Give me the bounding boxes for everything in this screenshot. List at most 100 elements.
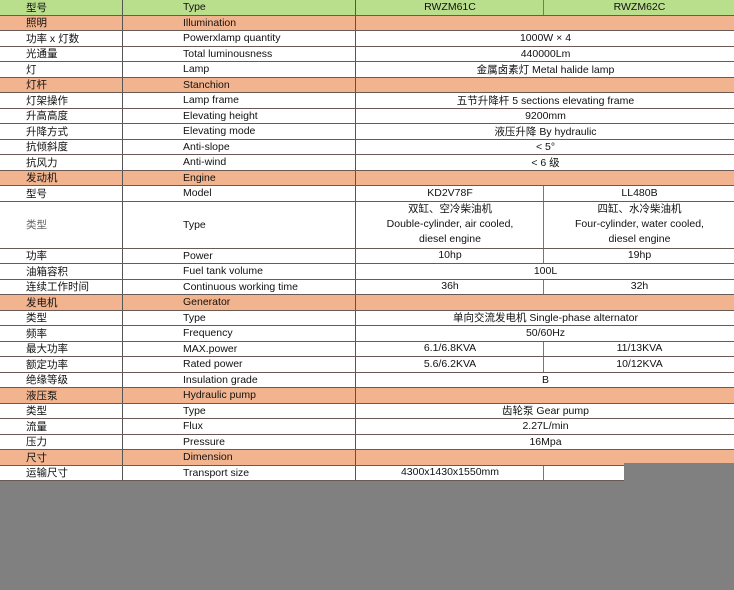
table-row: 额定功率 Rated power 5.6/6.2KVA 10/12KVA (0, 357, 734, 373)
label-cn: 频率 (26, 327, 47, 340)
header-cn: 型号 (26, 1, 47, 14)
label-cn: 发动机 (26, 172, 58, 185)
table-row: 油箱容积 Fuel tank volume 100L (0, 264, 734, 280)
table-row: 流量 Flux 2.27L/min (0, 419, 734, 435)
value-model-1: 双缸、空冷柴油机 Double-cylinder, air cooled, dies… (355, 201, 544, 248)
label-cn: 类型 (26, 219, 47, 231)
value-shared: 五节升降杆 5 sections elevating frame (355, 93, 734, 108)
value-model-1: 10hp (355, 248, 544, 263)
label-en: Power (122, 248, 355, 263)
label-cn: 运输尺寸 (26, 467, 68, 480)
label-cn: 型号 (26, 187, 47, 200)
label-en: Frequency (122, 326, 355, 341)
section-row: 液压泵 Hydraulic pump (0, 388, 734, 404)
value-shared: < 6 级 (355, 155, 734, 170)
value-shared: 1000W × 4 (355, 31, 734, 46)
label-en: Type (122, 310, 355, 325)
value-line: 四缸、水冷柴油机 (597, 203, 682, 215)
value-shared: B (355, 372, 734, 387)
header-model-2: RWZM62C (543, 0, 734, 15)
spec-table: 型号 Type RWZM61C RWZM62C 照明 Illumination 功率… (0, 0, 734, 481)
table-row: 功率 x 灯数 Powerxlamp quantity 1000W × 4 (0, 31, 734, 47)
value-shared: 9200mm (355, 108, 734, 123)
label-en: Hydraulic pump (122, 388, 355, 403)
value-model-2: 11/13KVA (543, 341, 734, 356)
label-cn: 连续工作时间 (26, 281, 89, 294)
table-row: 灯 Lamp 金属卤素灯 Metal halide lamp (0, 62, 734, 78)
value-line: diesel engine (608, 233, 671, 245)
value-model-2: 32h (543, 279, 734, 294)
table-row: 压力 Pressure 16Mpa (0, 434, 734, 450)
table-row: 灯架操作 Lamp frame 五节升降杆 5 sections elevating… (0, 93, 734, 109)
value-model-1: 36h (355, 279, 544, 294)
label-en: Stanchion (122, 77, 355, 92)
section-fill (355, 170, 734, 185)
label-en: Lamp (122, 62, 355, 77)
value-model-1: 4300x1430x1550mm (355, 465, 544, 480)
label-en: Rated power (122, 357, 355, 372)
label-en: Lamp frame (122, 93, 355, 108)
section-fill (355, 295, 734, 310)
section-row: 发电机 Generator (0, 295, 734, 311)
table-row: 功率 Power 10hp 19hp (0, 248, 734, 264)
label-cn: 功率 x 灯数 (26, 32, 80, 45)
label-cn: 升降方式 (26, 125, 68, 138)
label-en: Model (122, 186, 355, 201)
label-cn: 尺寸 (26, 451, 47, 464)
label-cn: 抗风力 (26, 156, 58, 169)
label-en: Engine (122, 170, 355, 185)
value-model-2: 四缸、水冷柴油机 Four-cylinder, water cooled, dies… (543, 201, 734, 248)
label-cn: 类型 (26, 312, 47, 325)
table-row: 频率 Frequency 50/60Hz (0, 326, 734, 342)
value-model-2: LL480B (543, 186, 734, 201)
label-en: Elevating height (122, 108, 355, 123)
section-row: 尺寸 Dimension (0, 450, 734, 466)
section-fill (355, 77, 734, 92)
value-shared: 50/60Hz (355, 326, 734, 341)
section-row: 发动机 Engine (0, 170, 734, 186)
value-shared: 液压升降 By hydraulic (355, 124, 734, 139)
table-row: 抗倾斜度 Anti-slope < 5° (0, 139, 734, 155)
label-en: Dimension (122, 450, 355, 465)
table-row: 类型 Type 单向交流发电机 Single-phase alternator (0, 310, 734, 326)
table-row: 型号 Model KD2V78F LL480B (0, 186, 734, 202)
table-row: 升高高度 Elevating height 9200mm (0, 108, 734, 124)
label-cn: 绝缘等级 (26, 374, 68, 387)
label-en: Type (122, 201, 355, 248)
value-shared: 金属卤素灯 Metal halide lamp (355, 62, 734, 77)
label-en: Flux (122, 419, 355, 434)
table-row: 最大功率 MAX.power 6.1/6.8KVA 11/13KVA (0, 341, 734, 357)
label-cn: 升高高度 (26, 110, 68, 123)
value-model-2: 10/12KVA (543, 357, 734, 372)
label-cn: 功率 (26, 250, 47, 263)
label-cn: 照明 (26, 17, 47, 30)
label-cn: 流量 (26, 420, 47, 433)
value-shared: 100L (355, 264, 734, 279)
value-shared: 2.27L/min (355, 419, 734, 434)
section-row: 照明 Illumination (0, 15, 734, 31)
label-cn: 类型 (26, 405, 47, 418)
value-line: Double-cylinder, air cooled, (386, 218, 514, 230)
label-en: Anti-wind (122, 155, 355, 170)
label-cn: 发电机 (26, 296, 58, 309)
value-shared: 440000Lm (355, 46, 734, 61)
header-model-1: RWZM61C (355, 0, 544, 15)
value-line: Four-cylinder, water cooled, (575, 218, 704, 230)
section-fill (355, 450, 734, 465)
label-cn: 压力 (26, 436, 47, 449)
value-shared: < 5° (355, 139, 734, 154)
section-fill (355, 15, 734, 30)
label-cn: 额定功率 (26, 358, 68, 371)
value-shared: 16Mpa (355, 434, 734, 449)
table-row: 连续工作时间 Continuous working time 36h 32h (0, 279, 734, 295)
label-en: Insulation grade (122, 372, 355, 387)
label-en: Powerxlamp quantity (122, 31, 355, 46)
label-cn: 最大功率 (26, 343, 68, 356)
gray-overlay (624, 463, 734, 483)
table-header: 型号 Type RWZM61C RWZM62C (0, 0, 734, 16)
value-line: diesel engine (419, 233, 481, 245)
label-en: Continuous working time (122, 279, 355, 294)
label-en: Transport size (122, 465, 355, 480)
section-row: 灯杆 Stanchion (0, 77, 734, 93)
label-en: Pressure (122, 434, 355, 449)
